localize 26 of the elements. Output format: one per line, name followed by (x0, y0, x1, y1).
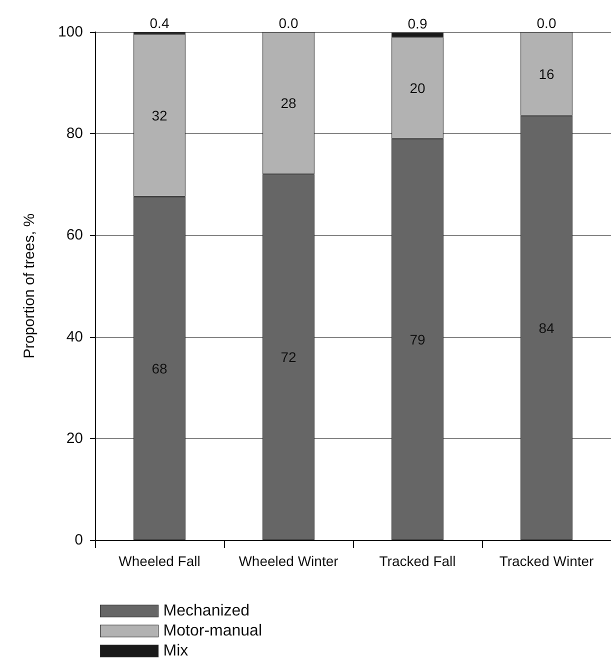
data-label: 79 (410, 331, 426, 348)
legend-label: Mix (163, 642, 188, 660)
data-label: 16 (538, 66, 554, 82)
data-label: 32 (152, 107, 168, 124)
y-tick-label: 100 (58, 24, 83, 40)
data-label: 0.4 (150, 15, 170, 31)
data-label: 0.0 (278, 15, 298, 31)
data-label: 72 (280, 349, 296, 366)
x-tick-label: Tracked Fall (379, 553, 456, 569)
x-tick-label: Wheeled Winter (238, 553, 339, 569)
y-tick-label: 60 (66, 226, 83, 244)
data-label: 20 (410, 80, 426, 96)
legend-label: Mechanized (163, 602, 250, 620)
data-label: 0.0 (536, 15, 556, 31)
data-label: 28 (280, 95, 296, 112)
y-tick-label: 20 (66, 430, 83, 447)
y-axis-title: Proportion of trees, % (21, 213, 38, 359)
data-label: 0.9 (408, 16, 428, 32)
x-tick-label: Tracked Winter (499, 553, 594, 569)
x-tick-label: Wheeled Fall (118, 553, 200, 569)
data-label: 68 (152, 360, 168, 376)
data-label: 84 (538, 320, 554, 336)
legend-label: Motor-manual (163, 622, 262, 640)
y-tick-label: 40 (66, 328, 83, 346)
y-tick-label: 0 (74, 532, 83, 548)
y-tick-label: 80 (66, 125, 83, 142)
